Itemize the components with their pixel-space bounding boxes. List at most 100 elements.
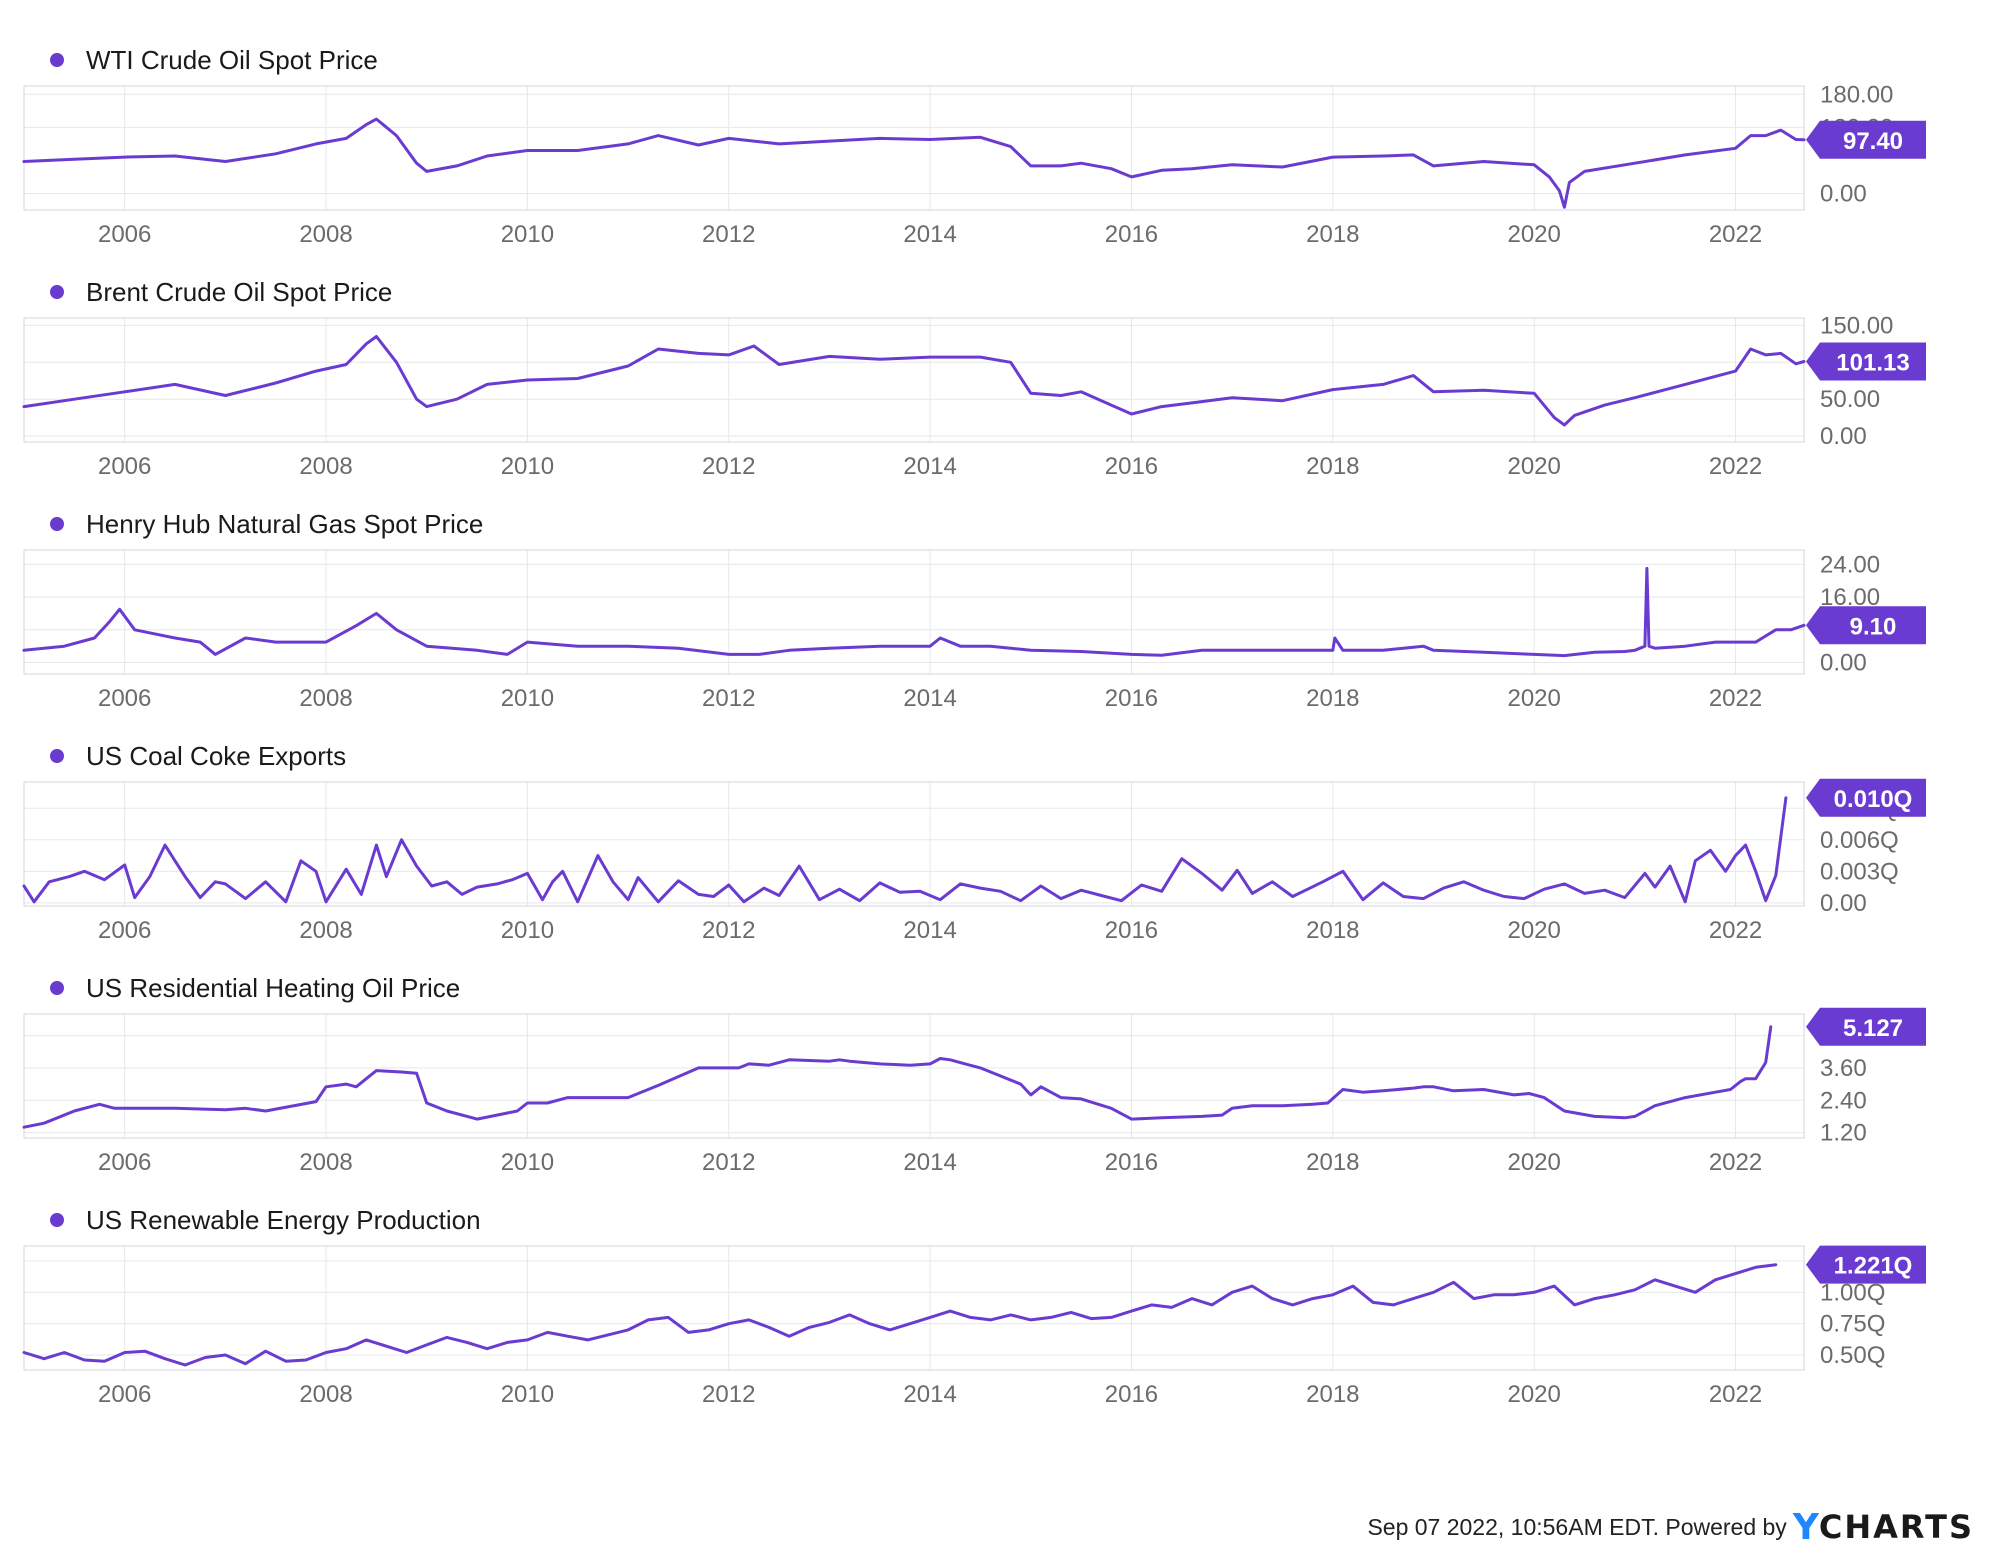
y-tick-label: 24.00 bbox=[1820, 551, 1880, 578]
last-value-flag bbox=[1806, 120, 1926, 159]
legend: WTI Crude Oil Spot Price bbox=[50, 40, 378, 80]
ycharts-logo[interactable]: Y CHARTS bbox=[1793, 1507, 1974, 1548]
legend-dot-icon bbox=[50, 749, 64, 763]
x-tick-label: 2016 bbox=[1105, 685, 1158, 712]
x-tick-label: 2018 bbox=[1306, 453, 1359, 480]
last-value-label: 9.10 bbox=[1850, 613, 1897, 640]
series-line bbox=[22, 335, 1806, 427]
ycharts-logo-y: Y bbox=[1792, 1506, 1819, 1548]
x-tick-label: 2014 bbox=[903, 685, 956, 712]
y-tick-label: 3.60 bbox=[1820, 1055, 1867, 1082]
x-tick-label: 2018 bbox=[1306, 917, 1359, 944]
panel-brent: Brent Crude Oil Spot Price 2006 2008 2010 2… bbox=[0, 262, 2000, 494]
x-tick-label: 2010 bbox=[501, 1381, 554, 1408]
plot-frame bbox=[23, 1245, 1805, 1371]
legend-label: US Renewable Energy Production bbox=[86, 1204, 481, 1235]
y-tick-label: 0.75Q bbox=[1820, 1311, 1885, 1338]
last-value-label: 97.40 bbox=[1843, 128, 1903, 155]
y-tick-label: 0.50Q bbox=[1820, 1342, 1885, 1369]
x-tick-label: 2010 bbox=[501, 1149, 554, 1176]
x-tick-label: 2020 bbox=[1507, 453, 1560, 480]
legend: US Residential Heating Oil Price bbox=[50, 968, 460, 1008]
legend-dot-icon bbox=[50, 981, 64, 995]
last-value-label: 1.221Q bbox=[1834, 1253, 1913, 1280]
legend-label: US Residential Heating Oil Price bbox=[86, 972, 461, 1003]
x-tick-label: 2008 bbox=[299, 453, 352, 480]
x-tick-label: 2012 bbox=[702, 1149, 755, 1176]
x-tick-label: 2020 bbox=[1507, 685, 1560, 712]
panel-renewable: US Renewable Energy Production 2006 2008 2… bbox=[0, 1190, 2000, 1422]
x-tick-label: 2012 bbox=[702, 453, 755, 480]
x-tick-label: 2016 bbox=[1105, 221, 1158, 248]
chart-svg: 2006 2008 2010 2012 2014 2016 2018 2020 2022 24.0… bbox=[22, 549, 1926, 712]
x-tick-label: 2014 bbox=[903, 917, 956, 944]
x-tick-label: 2022 bbox=[1709, 917, 1762, 944]
x-tick-label: 2014 bbox=[903, 1149, 956, 1176]
x-tick-label: 2016 bbox=[1105, 917, 1158, 944]
legend: US Coal Coke Exports bbox=[50, 736, 346, 776]
y-tick-label: 0.006Q bbox=[1820, 827, 1899, 854]
ycharts-logo-text: CHARTS bbox=[1818, 1508, 1974, 1546]
x-tick-label: 2006 bbox=[98, 685, 151, 712]
x-tick-label: 2018 bbox=[1306, 221, 1359, 248]
x-tick-label: 2014 bbox=[903, 221, 956, 248]
footer: Sep 07 2022, 10:56AM EDT. Powered by Y C… bbox=[1367, 1507, 1974, 1548]
last-value-label: 101.13 bbox=[1836, 349, 1909, 376]
x-tick-label: 2012 bbox=[702, 1381, 755, 1408]
x-tick-label: 2014 bbox=[903, 1381, 956, 1408]
x-tick-label: 2012 bbox=[702, 221, 755, 248]
last-value-flag bbox=[1806, 1245, 1926, 1284]
x-tick-label: 2016 bbox=[1105, 1381, 1158, 1408]
x-tick-label: 2016 bbox=[1105, 1149, 1158, 1176]
last-value-label: 5.127 bbox=[1843, 1015, 1903, 1042]
legend-dot-icon bbox=[50, 53, 64, 67]
x-tick-label: 2006 bbox=[98, 1381, 151, 1408]
footer-text: Sep 07 2022, 10:56AM EDT. Powered by bbox=[1367, 1513, 1787, 1540]
y-tick-label: 0.00 bbox=[1820, 650, 1867, 677]
panel-heating-oil: US Residential Heating Oil Price 2006 200… bbox=[0, 958, 2000, 1190]
plot-frame bbox=[23, 1013, 1805, 1139]
y-tick-label: 0.00 bbox=[1820, 423, 1867, 450]
chart-svg: 2006200820102012201420162018202020221.25… bbox=[22, 1245, 1926, 1408]
y-tick-label: 0.003Q bbox=[1820, 858, 1899, 885]
legend: US Renewable Energy Production bbox=[50, 1200, 481, 1240]
plot-frame bbox=[23, 549, 1805, 675]
x-tick-label: 2008 bbox=[299, 1149, 352, 1176]
x-tick-label: 2012 bbox=[702, 917, 755, 944]
y-tick-label: 180.00 bbox=[1820, 81, 1893, 108]
y-tick-label: 1.20 bbox=[1820, 1120, 1867, 1147]
legend: Brent Crude Oil Spot Price bbox=[50, 272, 392, 312]
legend-label: Brent Crude Oil Spot Price bbox=[86, 276, 393, 307]
y-tick-label: 0.00 bbox=[1820, 890, 1867, 917]
last-value-flag bbox=[1806, 778, 1926, 817]
y-tick-label: 150.00 bbox=[1820, 312, 1893, 339]
x-tick-label: 2010 bbox=[501, 685, 554, 712]
plot-frame bbox=[23, 317, 1805, 443]
x-tick-label: 2014 bbox=[903, 453, 956, 480]
chart-svg: 2006 2008 2010 2012 2014 2016 2018 2020 2022 180.… bbox=[22, 81, 1926, 248]
x-tick-label: 2020 bbox=[1507, 221, 1560, 248]
x-tick-label: 2020 bbox=[1507, 917, 1560, 944]
x-tick-label: 2010 bbox=[501, 917, 554, 944]
x-tick-label: 2022 bbox=[1709, 1381, 1762, 1408]
panel-coal-coke: US Coal Coke Exports 2006 2008 2010 2012 201… bbox=[0, 726, 2000, 958]
x-tick-label: 2010 bbox=[501, 453, 554, 480]
series-line bbox=[22, 796, 1788, 904]
chart-svg: 2006 2008 2010 2012 2014 2016 2018 2020 2022 0.00… bbox=[22, 778, 1926, 944]
legend-label: Henry Hub Natural Gas Spot Price bbox=[86, 508, 484, 539]
series-line bbox=[22, 1263, 1778, 1367]
x-tick-label: 2008 bbox=[299, 221, 352, 248]
x-tick-label: 2016 bbox=[1105, 453, 1158, 480]
legend-dot-icon bbox=[50, 285, 64, 299]
x-tick-label: 2020 bbox=[1507, 1149, 1560, 1176]
x-tick-label: 2018 bbox=[1306, 1381, 1359, 1408]
legend-label: WTI Crude Oil Spot Price bbox=[86, 44, 378, 75]
last-value-flag bbox=[1806, 1007, 1926, 1046]
series-line bbox=[22, 117, 1806, 209]
chart-svg: 2006200820102012201420162018202020224.80… bbox=[22, 1007, 1926, 1176]
series-line bbox=[22, 1025, 1773, 1129]
x-tick-label: 2012 bbox=[702, 685, 755, 712]
x-tick-label: 2020 bbox=[1507, 1381, 1560, 1408]
y-tick-label: 1.00Q bbox=[1820, 1279, 1885, 1306]
plot-frame bbox=[23, 85, 1805, 211]
